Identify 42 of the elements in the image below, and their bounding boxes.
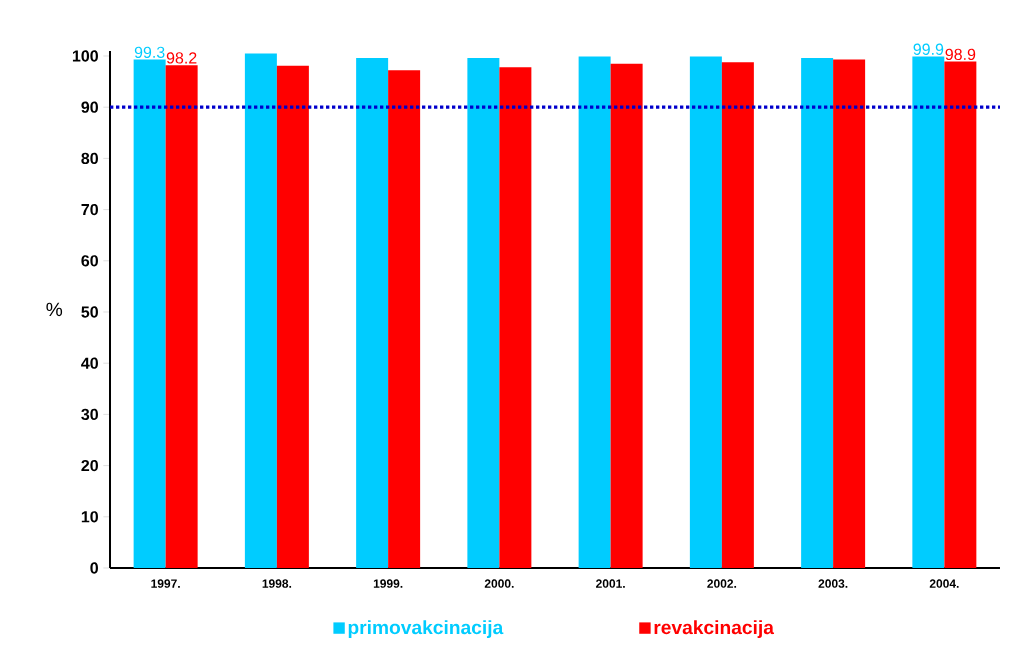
data-label: 99.3 <box>134 46 165 58</box>
x-tick-label: 1998. <box>262 579 292 588</box>
y-tick-label: 60 <box>81 255 98 267</box>
y-tick-label: 20 <box>81 459 98 472</box>
bar <box>689 56 722 568</box>
bar <box>912 56 945 568</box>
bar <box>578 56 611 568</box>
y-axis-title: % <box>46 302 63 317</box>
bar <box>244 53 277 568</box>
bar <box>388 70 421 568</box>
data-label: 98.2 <box>166 52 197 64</box>
bar <box>833 59 866 568</box>
y-tick-label: 50 <box>81 306 98 318</box>
bar <box>721 62 754 568</box>
x-tick-label: 2001. <box>596 579 625 588</box>
bar <box>276 65 309 568</box>
x-tick-label: 2000. <box>484 579 514 588</box>
legend-label: revakcinacija <box>654 620 775 639</box>
bar <box>133 59 166 568</box>
y-tick-label: 40 <box>81 357 98 369</box>
x-tick-label: 2003. <box>818 579 848 588</box>
data-label: 98.9 <box>945 48 976 61</box>
x-tick-label: 2004. <box>929 579 959 588</box>
bar <box>801 58 834 568</box>
y-tick-label: 70 <box>81 203 98 216</box>
bar <box>610 63 643 568</box>
y-tick-label: 10 <box>81 511 98 523</box>
bar <box>499 67 532 568</box>
bar <box>356 58 389 568</box>
y-tick-label: 100 <box>72 50 98 62</box>
y-tick-label: 80 <box>81 152 98 165</box>
y-tick-label: 90 <box>81 101 98 113</box>
x-tick-label: 2002. <box>707 579 737 588</box>
y-tick-label: 30 <box>81 408 98 421</box>
bar <box>165 65 198 568</box>
legend-label: primovakcinacija <box>348 620 504 639</box>
bar <box>944 61 977 568</box>
data-label: 99.9 <box>913 43 944 55</box>
y-tick-label: 0 <box>90 562 98 574</box>
x-tick-label: 1997. <box>151 579 180 588</box>
x-tick-label: 1999. <box>373 579 403 588</box>
bar <box>467 58 500 568</box>
